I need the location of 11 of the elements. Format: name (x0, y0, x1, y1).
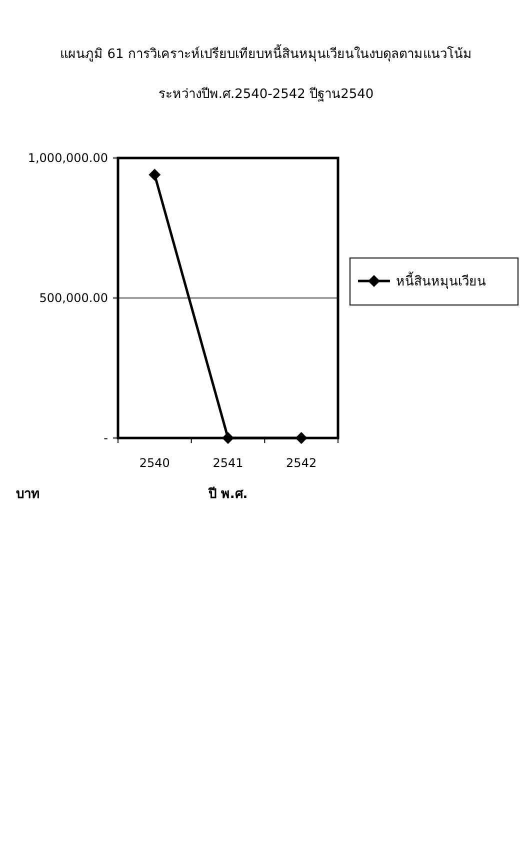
y-axis-title: บาท (16, 487, 40, 502)
x-tick-label: 2541 (212, 456, 244, 470)
y-tick-label: 1,000,000.00 (28, 151, 108, 166)
x-tick-label: 2542 (286, 456, 317, 470)
x-axis-title: ปี พ.ศ. (207, 486, 248, 502)
legend-label: หนี้สินหมุนเวียน (396, 272, 486, 290)
y-tick-label: 500,000.00 (39, 291, 108, 306)
x-tick-label: 2540 (139, 456, 170, 470)
chart-title: แผนภูมิ 61 การวิเคราะห์เปรียบเทียบหนี้สินหมุนเวียนในงบดุลตามแนวโน้ม (60, 44, 472, 62)
y-tick-label: - (104, 431, 108, 446)
chart-subtitle: ระหว่างปีพ.ศ.2540-2542 ปีฐาน2540 (158, 86, 374, 102)
